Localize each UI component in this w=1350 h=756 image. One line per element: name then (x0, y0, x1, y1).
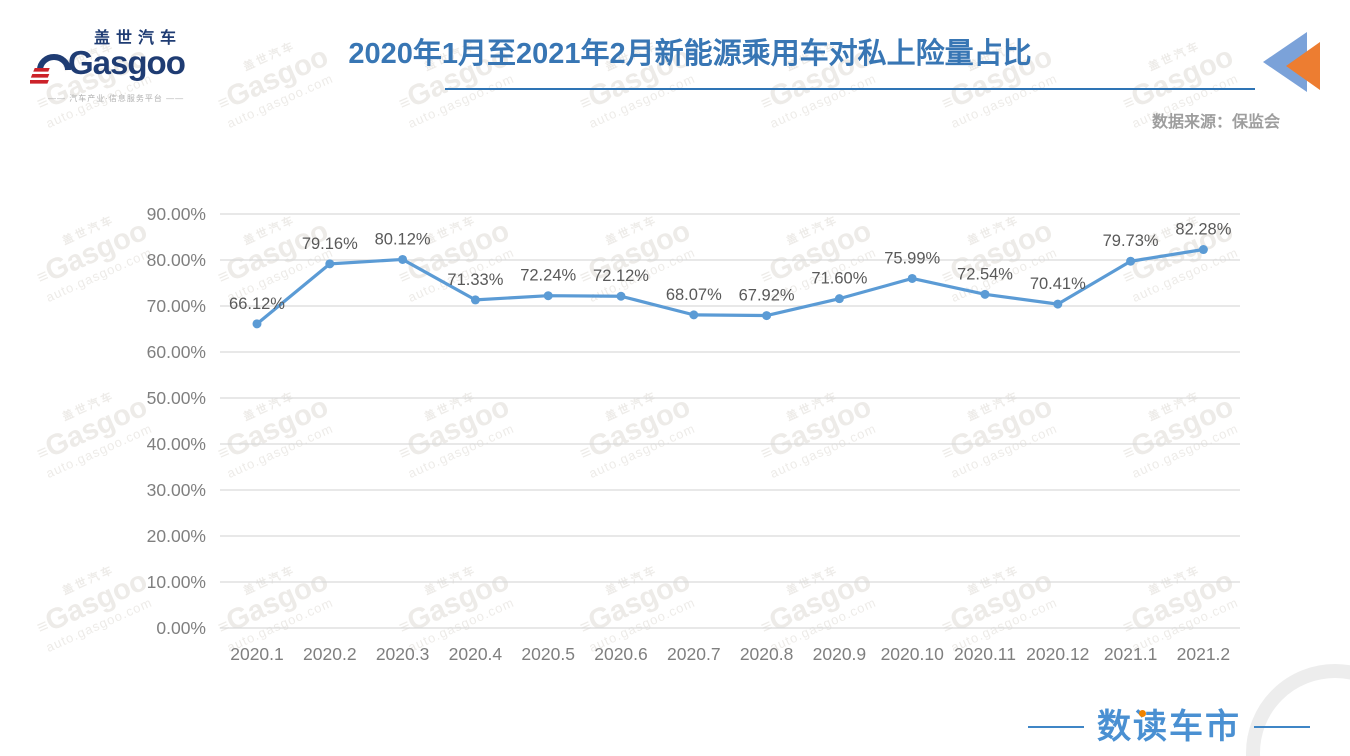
data-point-marker[interactable] (689, 310, 699, 320)
data-point-label: 72.12% (593, 267, 649, 285)
orange-triangle-icon (1286, 42, 1320, 90)
gasgoo-logo-cn: 盖世汽车 (94, 30, 183, 47)
data-point-marker[interactable] (325, 259, 335, 269)
footer-brand-text: 数读车市 (1097, 710, 1241, 744)
y-tick-label: 60.00% (147, 342, 206, 362)
y-tick-label: 70.00% (147, 296, 206, 316)
data-point-marker[interactable] (1198, 245, 1208, 255)
x-tick-label: 2020.7 (667, 644, 721, 664)
data-point-label: 79.73% (1103, 232, 1159, 250)
data-point-marker[interactable] (762, 311, 772, 321)
data-point-label: 71.60% (811, 270, 867, 288)
shudu-cheshi-logo: 数读车市 (1028, 710, 1310, 744)
x-tick-label: 2020.9 (813, 644, 867, 664)
y-tick-label: 50.00% (147, 388, 206, 408)
x-tick-label: 2020.4 (449, 644, 503, 664)
data-point-label: 72.54% (957, 265, 1013, 283)
data-point-marker[interactable] (252, 319, 262, 329)
data-point-marker[interactable] (834, 294, 844, 304)
page-title: 2020年1月至2021年2月新能源乘用车对私上险量占比 (348, 38, 1032, 70)
data-point-label: 71.33% (447, 271, 503, 289)
data-point-label: 72.24% (520, 267, 576, 285)
x-tick-label: 2020.8 (740, 644, 794, 664)
title-divider (445, 88, 1255, 90)
footer-left-line (1028, 726, 1084, 728)
y-tick-label: 20.00% (147, 526, 206, 546)
footer-brand-label: 数读车市 (1097, 708, 1241, 746)
data-point-label: 66.12% (229, 295, 285, 313)
data-point-marker[interactable] (1126, 256, 1136, 266)
x-tick-label: 2020.3 (376, 644, 430, 664)
data-point-label: 70.41% (1030, 275, 1086, 293)
gasgoo-logo: 盖世汽车 Gasgoo —— 汽车产业·信息服务平台 —— (30, 24, 230, 104)
x-tick-label: 2020.5 (521, 644, 575, 664)
x-tick-label: 2020.6 (594, 644, 648, 664)
gasgoo-logo-en: Gasgoo (68, 44, 186, 81)
x-tick-label: 2020.2 (303, 644, 357, 664)
data-point-label: 79.16% (302, 235, 358, 253)
gasgoo-logo-tagline: —— 汽车产业·信息服务平台 —— (48, 94, 185, 103)
y-tick-label: 0.00% (156, 618, 206, 638)
data-point-label: 82.28% (1175, 221, 1231, 239)
y-tick-label: 40.00% (147, 434, 206, 454)
x-tick-label: 2020.1 (230, 644, 284, 664)
data-point-label: 80.12% (375, 230, 431, 248)
footer-orange-dot-icon (1139, 710, 1146, 717)
data-point-marker[interactable] (470, 295, 480, 305)
y-tick-label: 90.00% (147, 204, 206, 224)
y-tick-label: 80.00% (147, 250, 206, 270)
data-point-marker[interactable] (907, 273, 917, 283)
data-point-marker[interactable] (1053, 299, 1063, 309)
gasgoo-logo-mark-icon (30, 54, 71, 84)
x-tick-label: 2021.1 (1104, 644, 1158, 664)
x-tick-label: 2020.12 (1026, 644, 1089, 664)
footer-right-line (1254, 726, 1310, 728)
x-tick-label: 2020.10 (881, 644, 945, 664)
y-tick-label: 30.00% (147, 480, 206, 500)
x-tick-label: 2021.2 (1177, 644, 1231, 664)
data-point-marker[interactable] (980, 289, 990, 299)
x-tick-label: 2020.11 (954, 644, 1016, 664)
data-point-marker[interactable] (398, 254, 408, 264)
data-point-label: 67.92% (739, 287, 795, 305)
data-point-label: 75.99% (884, 249, 940, 267)
data-point-label: 68.07% (666, 286, 722, 304)
data-point-marker[interactable] (543, 291, 553, 301)
line-chart: 0.00% 10.00% 20.00% 30.00% 40.00% 50.00% 60.00… (147, 204, 1240, 664)
y-tick-label: 10.00% (147, 572, 206, 592)
data-point-marker[interactable] (616, 291, 626, 301)
data-source-label: 数据来源：保监会 (1151, 114, 1280, 131)
series-line (255, 247, 1206, 326)
